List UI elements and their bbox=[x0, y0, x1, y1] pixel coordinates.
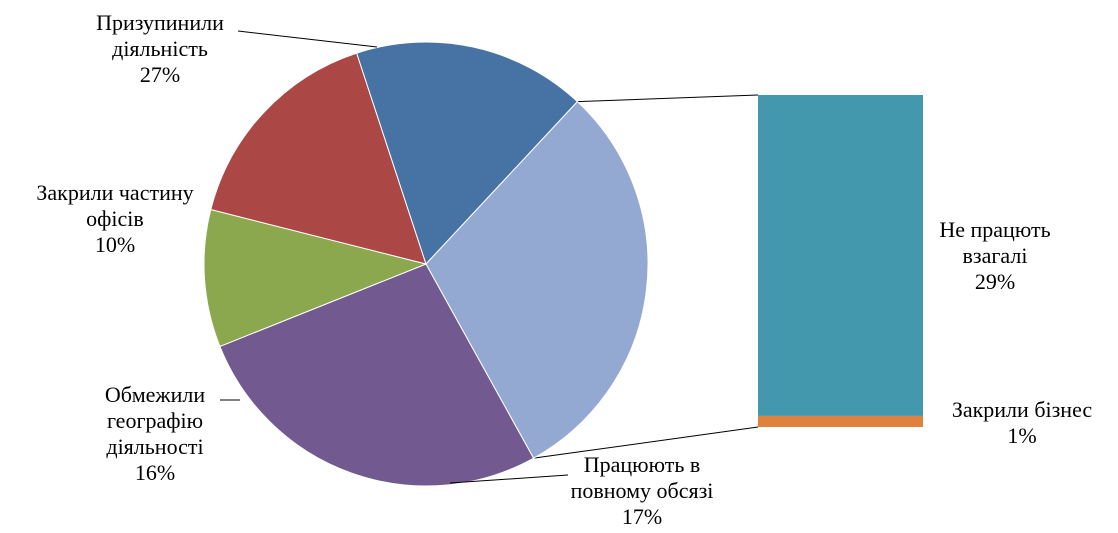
label-закрили-частину-офісів-line: Закрили частину bbox=[36, 180, 193, 205]
bar-segment-закрили-бізнес bbox=[758, 415, 923, 427]
bar-stack bbox=[758, 95, 923, 427]
label-обмежили-географію-діяльності-line: 16% bbox=[135, 460, 175, 485]
label-призупинили-діяльність-line: 27% bbox=[140, 62, 180, 87]
label-не-працють-взагалі: Не працють взагалі 29% bbox=[939, 217, 1050, 294]
leader-line bbox=[449, 474, 569, 484]
data-labels: Призупинили діяльність 27% Закрили частину о… bbox=[36, 10, 1092, 529]
label-не-працють-взагалі-line: Не працють bbox=[939, 217, 1050, 242]
pie-slice-призупинили-діяльність bbox=[219, 263, 535, 487]
label-не-працють-взагалі-line: взагалі bbox=[963, 243, 1028, 268]
leader-lines bbox=[220, 30, 569, 484]
label-обмежили-географію-діяльності-line: Обмежили bbox=[105, 382, 206, 407]
leader-line bbox=[237, 30, 378, 48]
label-обмежили-географію-діяльності-line: географію bbox=[107, 408, 203, 433]
label-закрили-бізнес: Закрили бізнес 1% bbox=[952, 397, 1093, 448]
label-призупинили-діяльність-line: діяльність bbox=[112, 36, 208, 61]
label-закрили-бізнес-line: Закрили бізнес bbox=[952, 397, 1093, 422]
label-закрили-бізнес-line: 1% bbox=[1007, 423, 1036, 448]
label-працюють-в-повному-обсязі-line: Працюють в bbox=[584, 452, 701, 477]
pie-slice-other bbox=[425, 100, 649, 459]
connector-top bbox=[577, 94, 759, 103]
label-призупинили-діяльність-line: Призупинили bbox=[96, 10, 224, 35]
label-закрили-частину-офісів-line: 10% bbox=[95, 232, 135, 257]
label-призупинили-діяльність: Призупинили діяльність 27% bbox=[96, 10, 224, 87]
label-працюють-в-повному-обсязі: Працюють в повному обсязі 17% bbox=[571, 452, 714, 529]
pie-bar-connectors bbox=[533, 94, 759, 459]
label-обмежили-географію-діяльності: Обмежили географію діяльності 16% bbox=[105, 382, 206, 485]
label-не-працють-взагалі-line: 29% bbox=[975, 269, 1015, 294]
label-закрили-частину-офісів: Закрили частину офісів 10% bbox=[36, 180, 193, 257]
label-працюють-в-повному-обсязі-line: повному обсязі bbox=[571, 478, 714, 503]
pie-slice-закрили-частину-офісів bbox=[203, 208, 428, 348]
pie bbox=[203, 41, 649, 487]
pie-slice-обмежили-географію-діяльності bbox=[210, 52, 427, 265]
pie-slice-працюють-в-повному-обсязі bbox=[356, 41, 579, 265]
bar-segment-не-працють-взагалі bbox=[758, 95, 923, 416]
label-закрили-частину-офісів-line: офісів bbox=[86, 206, 144, 231]
connector-bottom bbox=[533, 426, 759, 459]
label-працюють-в-повному-обсязі-line: 17% bbox=[622, 504, 662, 529]
label-обмежили-географію-діяльності-line: діяльності bbox=[106, 434, 203, 459]
